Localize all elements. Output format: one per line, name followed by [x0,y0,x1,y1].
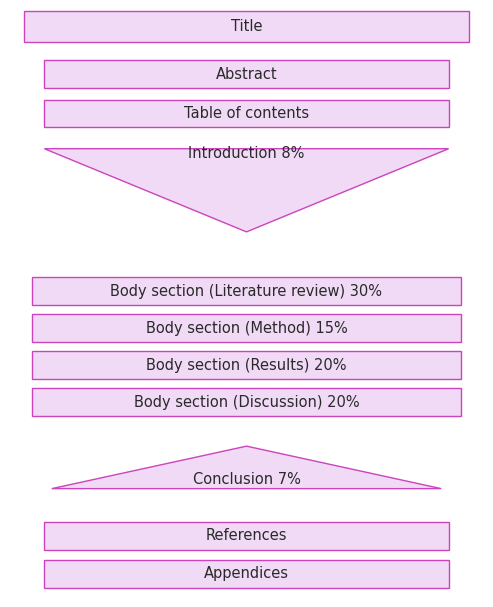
Text: Body section (Literature review) 30%: Body section (Literature review) 30% [110,284,383,299]
Polygon shape [52,446,441,489]
Text: Abstract: Abstract [216,67,277,81]
FancyBboxPatch shape [44,100,449,127]
Text: Introduction 8%: Introduction 8% [188,146,305,161]
Text: Title: Title [231,19,262,34]
Text: Body section (Method) 15%: Body section (Method) 15% [145,321,348,336]
Text: Table of contents: Table of contents [184,106,309,121]
FancyBboxPatch shape [44,560,449,588]
FancyBboxPatch shape [32,277,461,305]
Polygon shape [44,149,449,232]
Text: Conclusion 7%: Conclusion 7% [193,472,300,487]
Text: Body section (Discussion) 20%: Body section (Discussion) 20% [134,395,359,410]
FancyBboxPatch shape [32,314,461,342]
FancyBboxPatch shape [32,388,461,416]
FancyBboxPatch shape [44,60,449,88]
Text: Appendices: Appendices [204,566,289,581]
FancyBboxPatch shape [32,351,461,379]
Text: Body section (Results) 20%: Body section (Results) 20% [146,358,347,373]
FancyBboxPatch shape [44,522,449,550]
Text: References: References [206,529,287,543]
FancyBboxPatch shape [24,11,469,42]
